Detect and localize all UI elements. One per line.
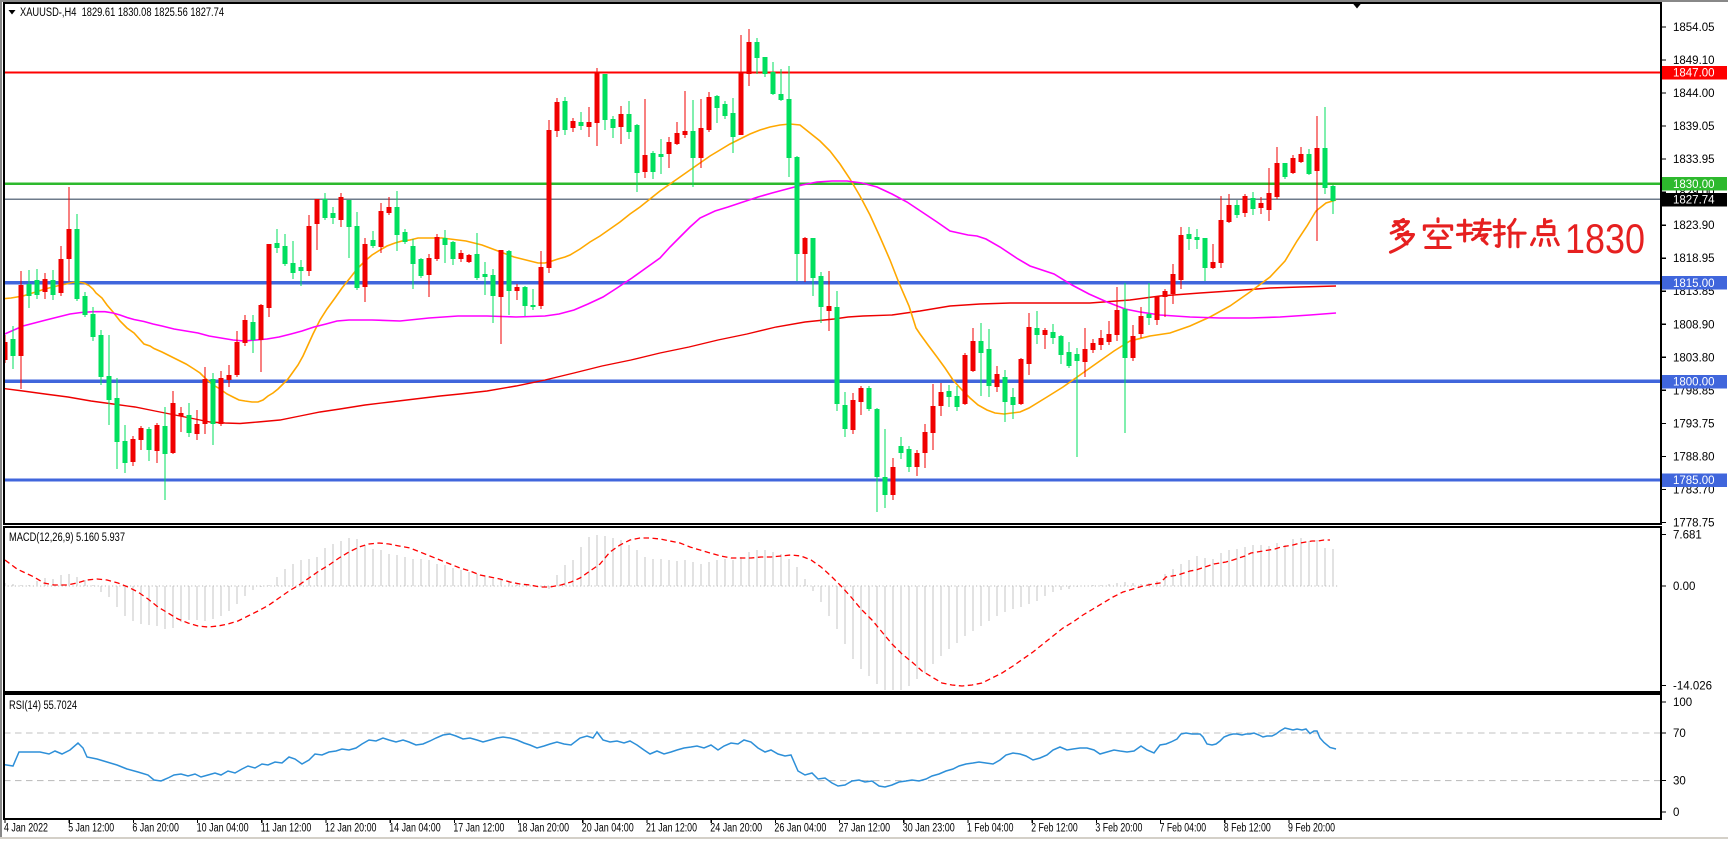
svg-text:100: 100 — [1673, 697, 1692, 709]
svg-text:1 Feb 04:00: 1 Feb 04:00 — [967, 823, 1014, 835]
svg-text:20 Jan 04:00: 20 Jan 04:00 — [582, 823, 634, 835]
svg-text:1827.74: 1827.74 — [1673, 195, 1715, 207]
svg-text:RSI(14) 55.7024: RSI(14) 55.7024 — [9, 700, 77, 712]
svg-text:1854.05: 1854.05 — [1673, 22, 1715, 34]
svg-text:9 Feb 20:00: 9 Feb 20:00 — [1288, 823, 1335, 835]
svg-text:1823.90: 1823.90 — [1673, 220, 1715, 232]
svg-text:1803.80: 1803.80 — [1673, 352, 1715, 364]
svg-text:21 Jan 12:00: 21 Jan 12:00 — [646, 823, 697, 835]
svg-text:1839.05: 1839.05 — [1673, 121, 1715, 133]
svg-text:1849.10: 1849.10 — [1673, 55, 1715, 67]
svg-text:4 Jan 2022: 4 Jan 2022 — [4, 823, 48, 835]
svg-text:1778.75: 1778.75 — [1673, 518, 1715, 530]
svg-text:7.681: 7.681 — [1673, 530, 1702, 542]
svg-text:1788.80: 1788.80 — [1673, 451, 1715, 463]
svg-text:3 Feb 20:00: 3 Feb 20:00 — [1095, 823, 1142, 835]
svg-text:1830: 1830 — [1565, 215, 1645, 262]
svg-text:1818.95: 1818.95 — [1673, 253, 1715, 265]
svg-text:0.00: 0.00 — [1673, 581, 1695, 593]
svg-text:8 Feb 12:00: 8 Feb 12:00 — [1224, 823, 1271, 835]
svg-text:1815.00: 1815.00 — [1673, 278, 1715, 290]
svg-text:1808.90: 1808.90 — [1673, 319, 1715, 331]
svg-text:24 Jan 20:00: 24 Jan 20:00 — [710, 823, 762, 835]
svg-text:2 Feb 12:00: 2 Feb 12:00 — [1031, 823, 1078, 835]
svg-text:14 Jan 04:00: 14 Jan 04:00 — [389, 823, 441, 835]
svg-text:1844.00: 1844.00 — [1673, 88, 1715, 100]
svg-text:17 Jan 12:00: 17 Jan 12:00 — [453, 823, 504, 835]
svg-text:1783.70: 1783.70 — [1673, 484, 1715, 496]
svg-text:0: 0 — [1673, 807, 1679, 819]
svg-text:7 Feb 04:00: 7 Feb 04:00 — [1160, 823, 1207, 835]
svg-text:11 Jan 12:00: 11 Jan 12:00 — [261, 823, 312, 835]
svg-text:XAUUSD-,H4 1829.61 1830.08 18: XAUUSD-,H4 1829.61 1830.08 1825.56 1827.… — [20, 7, 224, 19]
svg-text:1793.75: 1793.75 — [1673, 418, 1715, 430]
svg-text:10 Jan 04:00: 10 Jan 04:00 — [197, 823, 249, 835]
svg-text:30: 30 — [1673, 776, 1686, 788]
svg-text:1800.00: 1800.00 — [1673, 377, 1715, 389]
svg-text:MACD(12,26,9) 5.160 5.937: MACD(12,26,9) 5.160 5.937 — [9, 532, 125, 544]
svg-text:6 Jan 20:00: 6 Jan 20:00 — [132, 823, 179, 835]
svg-text:26 Jan 04:00: 26 Jan 04:00 — [774, 823, 826, 835]
svg-text:18 Jan 20:00: 18 Jan 20:00 — [518, 823, 570, 835]
svg-text:5 Jan 12:00: 5 Jan 12:00 — [68, 823, 114, 835]
svg-text:30 Jan 23:00: 30 Jan 23:00 — [903, 823, 955, 835]
svg-text:70: 70 — [1673, 728, 1686, 740]
svg-text:1847.00: 1847.00 — [1673, 68, 1715, 80]
svg-text:27 Jan 12:00: 27 Jan 12:00 — [839, 823, 891, 835]
svg-text:1785.00: 1785.00 — [1673, 475, 1715, 487]
svg-text:1833.95: 1833.95 — [1673, 154, 1715, 166]
svg-text:-14.026: -14.026 — [1673, 681, 1712, 693]
svg-text:1830.00: 1830.00 — [1673, 179, 1715, 191]
svg-text:12 Jan 20:00: 12 Jan 20:00 — [325, 823, 377, 835]
